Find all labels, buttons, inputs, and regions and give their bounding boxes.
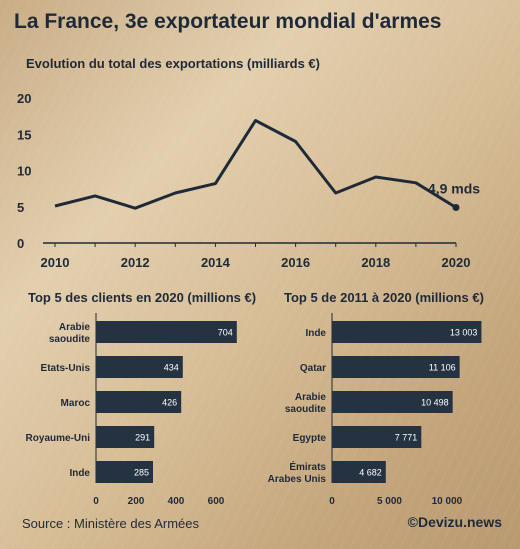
x-tick-label: 2016 [281,255,310,270]
category-label: Arabie [59,322,91,333]
x-tick-label: 2020 [442,255,471,270]
category-label: Arabie [295,392,327,403]
bar-value-label: 13 003 [450,328,478,338]
x-tick-label: 2014 [201,255,231,270]
bar [332,321,482,343]
bar-x-tick-label: 0 [329,496,335,507]
brand-credit: ©Devizu.news [407,514,502,530]
bar-value-label: 434 [164,363,179,373]
bar-x-tick-label: 600 [208,496,225,507]
bar-value-label: 426 [162,398,177,408]
category-label: Qatar [300,363,326,374]
bar-x-tick-label: 10 000 [432,496,463,507]
x-tick-label: 2018 [361,255,390,270]
bar-value-label: 7 771 [395,433,418,443]
y-tick-label: 20 [17,91,31,106]
bar [332,426,422,448]
category-label: Royaume-Uni [26,433,91,444]
end-point-marker [452,203,460,211]
category-label: Maroc [61,398,91,409]
category-label: Egypte [293,433,327,444]
category-label: Émirats [289,460,326,473]
bar-chart-right-title: Top 5 de 2011 à 2020 (millions €) [284,290,484,305]
bar-value-label: 11 106 [429,363,456,373]
category-label: Etats-Unis [41,363,91,374]
bar [96,461,153,483]
x-tick-label: 2010 [41,255,70,270]
bar [332,356,460,378]
category-label: saoudite [49,334,91,345]
bar-value-label: 704 [218,328,233,338]
category-label: Inde [69,468,90,479]
bar [96,321,237,343]
category-label: saoudite [285,404,327,415]
bar [96,391,182,413]
x-tick-label: 2012 [121,255,150,270]
bar-x-tick-label: 5 000 [377,496,402,507]
bar-value-label: 4 682 [359,468,382,478]
bar [332,461,386,483]
bar [96,356,183,378]
bar-x-tick-label: 400 [168,496,185,507]
bar-value-label: 10 498 [421,398,449,408]
category-label: Arabes Unis [268,474,327,485]
line-chart-title: Evolution du total des exportations (mil… [26,56,320,71]
bar-chart-right: 13 003 Inde 11 106 Qatar 10 498 Arabiesaoudit… [268,313,482,507]
bar-chart-left-title: Top 5 des clients en 2020 (millions €) [28,290,257,305]
end-value-annotation: 4,9 mds [428,180,480,196]
series-line [54,119,457,210]
bar [96,426,155,448]
y-tick-label: 10 [17,164,31,179]
category-label: Inde [305,328,326,339]
bar-value-label: 291 [135,433,150,443]
page-title: La France, 3e exportateur mondial d'arme… [14,10,442,33]
y-tick-label: 0 [17,236,24,251]
bar-x-tick-label: 0 [93,496,99,507]
line-chart: 0 5 10 15 20 2010 2012 2014 2016 2018 2020 4,9 mds [17,91,480,270]
bar-value-label: 285 [134,468,149,478]
bar [332,391,453,413]
y-tick-label: 15 [17,127,31,142]
bar-x-tick-label: 200 [128,496,145,507]
source-note: Source : Ministère des Armées [22,516,200,531]
y-tick-label: 5 [17,200,24,215]
